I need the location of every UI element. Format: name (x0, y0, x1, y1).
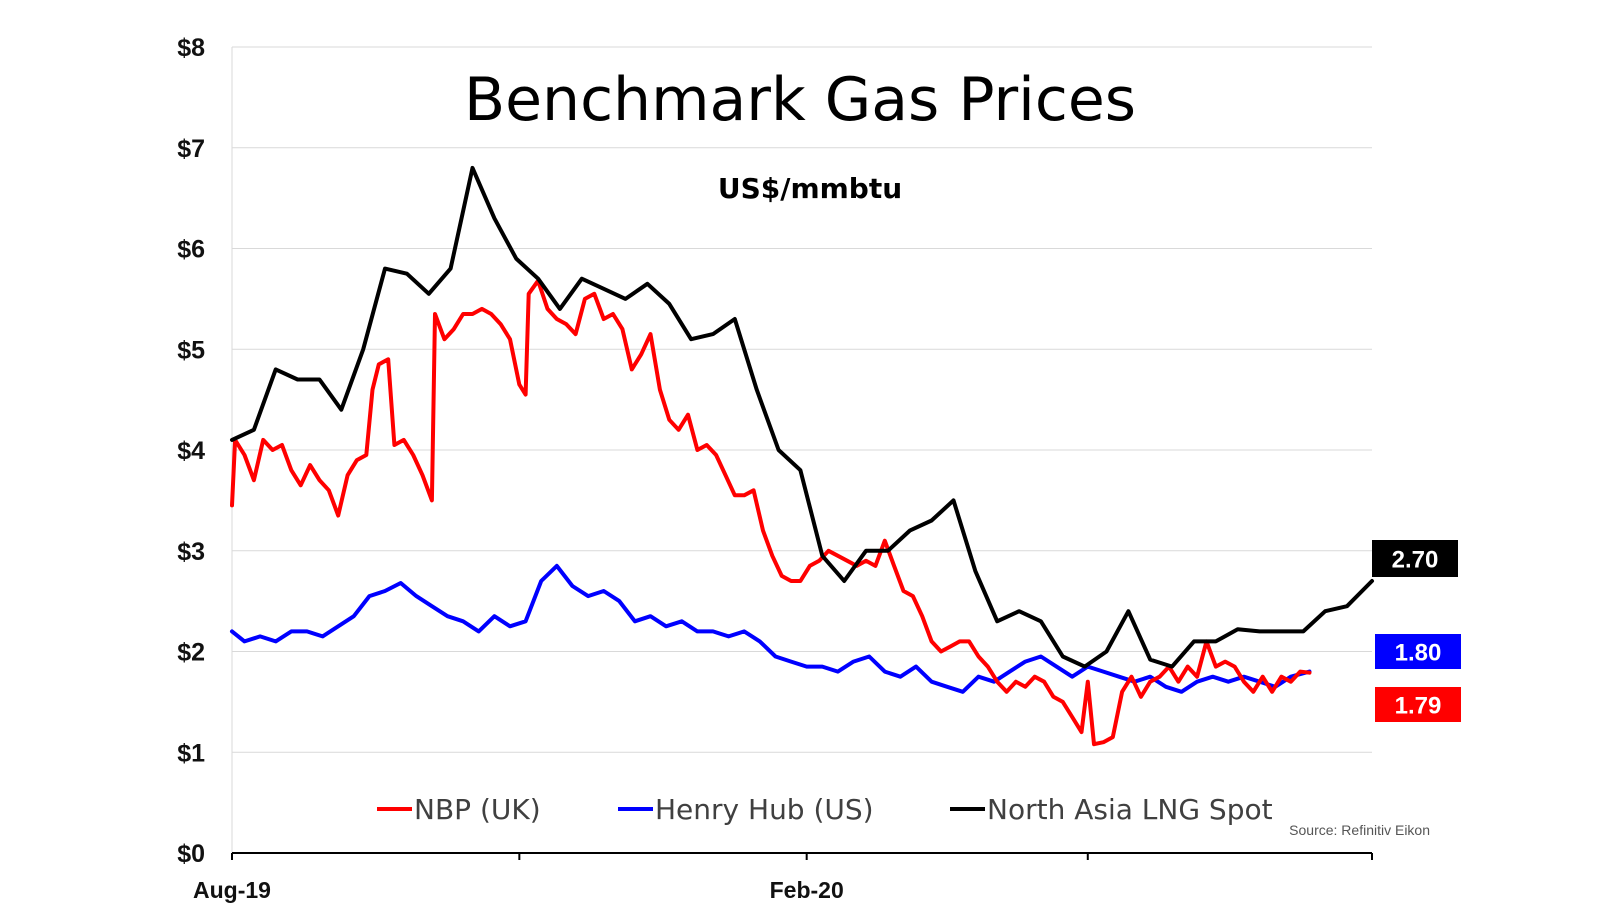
source-note: Source: Refinitiv Eikon (1289, 822, 1430, 838)
y-tick-label: $6 (177, 236, 205, 264)
x-tick-label: Feb-20 (770, 877, 844, 903)
series-lines (230, 165, 1374, 747)
y-tick-label: $2 (177, 639, 205, 667)
chart-title: Benchmark Gas Prices (464, 65, 1136, 135)
legend-label-0: NBP (UK) (414, 793, 541, 826)
y-tick-label: $8 (177, 34, 205, 62)
y-tick-label: $4 (177, 437, 205, 465)
y-tick-label: $7 (177, 135, 205, 163)
end-label-box-0 (1375, 687, 1461, 722)
end-label-2: 2.70 (1392, 547, 1439, 574)
end-label-box-2 (1372, 540, 1458, 577)
y-tick-label: $3 (177, 538, 205, 566)
series-line-1 (230, 563, 1312, 694)
y-tick-labels: $0 $1 $2 $3 $4 $5 $6 $7 $8 (177, 34, 205, 868)
y-tick-label: $0 (177, 840, 205, 868)
x-tick-label: Aug-19 (193, 877, 271, 903)
x-tick-labels: Aug-19 Feb-20 (193, 877, 844, 903)
end-label-1: 1.80 (1395, 640, 1442, 667)
gridlines (232, 46, 1372, 753)
y-tick-label: $1 (177, 739, 205, 767)
end-label-0: 1.79 (1395, 693, 1442, 720)
legend-label-1: Henry Hub (US) (655, 793, 874, 826)
series-line-2 (230, 165, 1374, 669)
end-value-labels: 2.70 1.80 1.79 (1372, 540, 1461, 722)
chart-subtitle: US$/mmbtu (718, 172, 902, 205)
y-tick-label: $5 (177, 336, 205, 364)
end-label-box-1 (1375, 634, 1461, 669)
legend-label-2: North Asia LNG Spot (987, 793, 1273, 826)
legend: NBP (UK) Henry Hub (US) North Asia LNG Spo… (377, 793, 1273, 826)
axes (231, 47, 1373, 860)
series-line-0 (230, 278, 1312, 747)
